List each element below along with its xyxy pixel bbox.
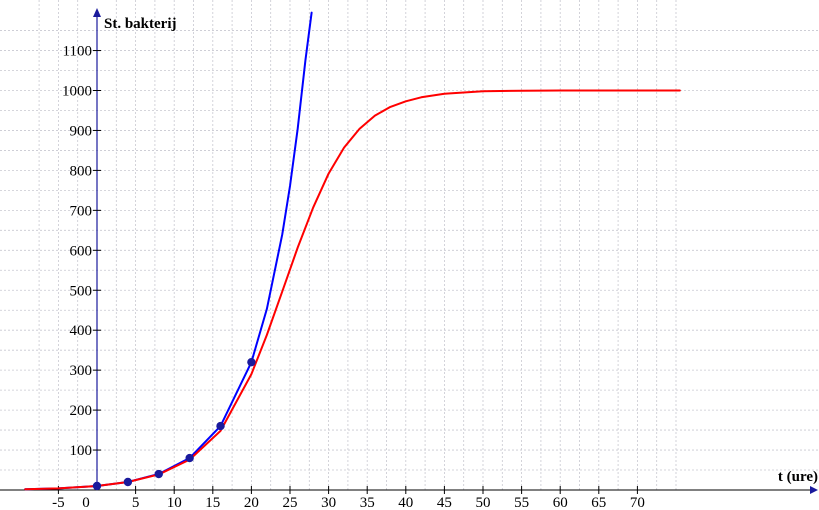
x-tick-labels: -5 0 5 10 15 20 25 30 35 40 45 50 55 60 65 70 <box>52 495 645 510</box>
x-tick-label: 70 <box>630 495 645 510</box>
y-tick-label: 500 <box>70 283 93 299</box>
y-tick-label: 200 <box>70 403 93 419</box>
x-tick-label: 10 <box>167 495 182 510</box>
x-tick-label: 30 <box>321 495 336 510</box>
x-tick-label: 40 <box>398 495 413 510</box>
logistic-curve <box>24 89 681 491</box>
data-point <box>123 477 133 487</box>
y-axis-label: St. bakterij <box>104 16 177 32</box>
x-tick-label: 5 <box>132 495 140 510</box>
data-points <box>92 357 256 491</box>
x-tick-label: 35 <box>360 495 375 510</box>
x-axis-arrow-icon <box>810 486 818 494</box>
x-tick-label: 25 <box>283 495 298 510</box>
curves <box>24 11 681 491</box>
x-tick-label: 65 <box>591 495 606 510</box>
x-tick-label: -5 <box>52 495 65 510</box>
axes <box>0 8 818 494</box>
y-tick-label: 900 <box>70 123 93 139</box>
y-tick-label: 800 <box>70 163 93 179</box>
y-tick-label: 1100 <box>63 44 92 60</box>
x-tick-label: 20 <box>244 495 259 510</box>
x-axis-label: t (ure) <box>778 469 818 485</box>
y-axis-arrow-icon <box>93 8 101 17</box>
x-tick-label: 45 <box>437 495 452 510</box>
data-point <box>247 357 256 367</box>
y-tick-label: 700 <box>70 203 93 219</box>
x-tick-label: 15 <box>205 495 220 510</box>
y-tick-label: 300 <box>70 363 93 379</box>
grid <box>0 0 819 490</box>
data-point <box>154 469 163 479</box>
y-tick-label: 1000 <box>62 84 92 100</box>
data-point <box>92 481 102 491</box>
x-tick-label: 55 <box>514 495 529 510</box>
y-tick-label: 100 <box>70 443 93 459</box>
x-tick-label: 0 <box>82 495 90 510</box>
x-tick-label: 60 <box>553 495 568 510</box>
y-tick-label: 400 <box>70 323 93 339</box>
data-point <box>185 453 194 463</box>
y-tick-labels: 100 200 300 400 500 600 700 800 900 1000 1100 <box>62 44 93 459</box>
data-point <box>216 421 225 431</box>
y-tick-label: 600 <box>70 243 93 259</box>
x-tick-label: 50 <box>476 495 491 510</box>
